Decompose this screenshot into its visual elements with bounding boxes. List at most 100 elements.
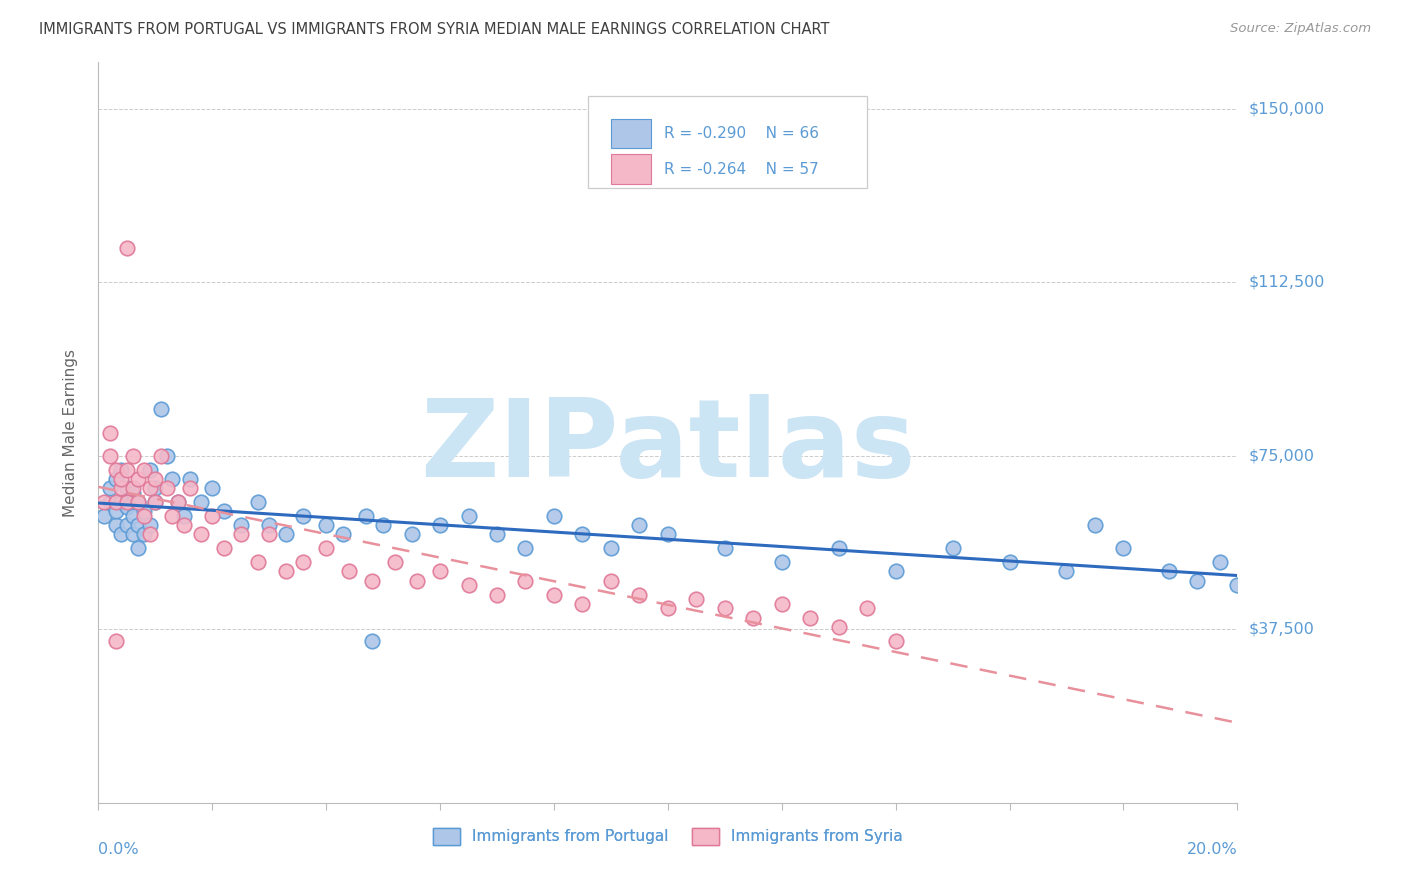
Point (998, 555, 1021, 569)
Point (127, 495, 149, 509)
Point (515, 574, 537, 588)
Point (360, 633, 382, 648)
Point (201, 508, 224, 523)
Point (628, 518, 651, 533)
Point (104, 495, 127, 509)
Point (856, 601, 879, 615)
Point (115, 481, 138, 495)
Point (201, 481, 224, 495)
Point (600, 541, 623, 556)
Point (354, 508, 377, 523)
Point (115, 462, 138, 476)
Point (292, 555, 315, 569)
Point (145, 481, 167, 495)
Point (150, 449, 173, 463)
Point (110, 527, 132, 541)
Point (121, 449, 143, 463)
Legend: Immigrants from Portugal, Immigrants from Syria: Immigrants from Portugal, Immigrants fro… (426, 822, 910, 851)
Point (145, 495, 167, 509)
Point (173, 518, 195, 533)
Point (138, 462, 160, 476)
Point (401, 527, 423, 541)
Text: $112,500: $112,500 (1249, 275, 1324, 290)
Point (167, 495, 190, 509)
FancyBboxPatch shape (612, 119, 651, 148)
Point (543, 588, 565, 602)
Point (173, 508, 195, 523)
Point (179, 472, 201, 486)
Text: Source: ZipAtlas.com: Source: ZipAtlas.com (1230, 22, 1371, 36)
Text: R = -0.264    N = 57: R = -0.264 N = 57 (665, 161, 820, 177)
Point (156, 481, 179, 495)
Point (104, 504, 127, 518)
Point (1112, 541, 1135, 556)
Point (212, 504, 235, 518)
Point (138, 527, 160, 541)
Point (212, 541, 235, 556)
Point (406, 574, 429, 588)
Point (714, 541, 737, 556)
Point (571, 527, 593, 541)
Point (332, 527, 354, 541)
Point (384, 555, 406, 569)
Point (110, 495, 132, 509)
Point (115, 240, 138, 255)
Text: R = -0.290    N = 66: R = -0.290 N = 66 (665, 126, 820, 141)
Point (167, 495, 190, 509)
Point (657, 601, 679, 615)
Point (600, 574, 623, 588)
Point (457, 508, 479, 523)
Point (145, 495, 167, 509)
Point (429, 565, 451, 579)
Point (115, 495, 138, 509)
Point (259, 527, 281, 541)
Text: IMMIGRANTS FROM PORTUGAL VS IMMIGRANTS FROM SYRIA MEDIAN MALE EARNINGS CORRELATI: IMMIGRANTS FROM PORTUGAL VS IMMIGRANTS F… (39, 22, 830, 37)
FancyBboxPatch shape (612, 154, 651, 184)
Point (1187, 574, 1209, 588)
Point (229, 527, 252, 541)
Point (110, 472, 132, 486)
Point (127, 472, 149, 486)
Point (315, 541, 337, 556)
Point (104, 518, 127, 533)
Point (115, 518, 138, 533)
Point (657, 527, 679, 541)
Point (884, 633, 907, 648)
Point (104, 633, 127, 648)
Point (162, 508, 184, 523)
Point (145, 472, 167, 486)
Point (98, 425, 121, 440)
Point (98, 481, 121, 495)
Point (190, 495, 212, 509)
Point (373, 518, 395, 533)
Point (150, 402, 173, 417)
Point (292, 508, 315, 523)
Point (190, 527, 212, 541)
Text: 20.0%: 20.0% (1187, 842, 1237, 856)
Point (132, 508, 155, 523)
Point (276, 565, 298, 579)
Point (93, 495, 115, 509)
FancyBboxPatch shape (588, 95, 868, 188)
Text: 0.0%: 0.0% (98, 842, 139, 856)
Point (229, 518, 252, 533)
Text: $75,000: $75,000 (1249, 449, 1315, 463)
Point (276, 527, 298, 541)
Point (828, 541, 851, 556)
Point (179, 481, 201, 495)
Point (98, 495, 121, 509)
Point (1056, 565, 1078, 579)
Point (98, 449, 121, 463)
Point (259, 518, 281, 533)
Point (770, 597, 793, 611)
Point (127, 495, 149, 509)
Point (828, 620, 851, 634)
Point (571, 597, 593, 611)
Point (121, 485, 143, 500)
Point (884, 565, 907, 579)
Point (742, 610, 765, 624)
Point (138, 481, 160, 495)
Point (1084, 518, 1107, 533)
Point (162, 472, 184, 486)
Point (486, 588, 509, 602)
